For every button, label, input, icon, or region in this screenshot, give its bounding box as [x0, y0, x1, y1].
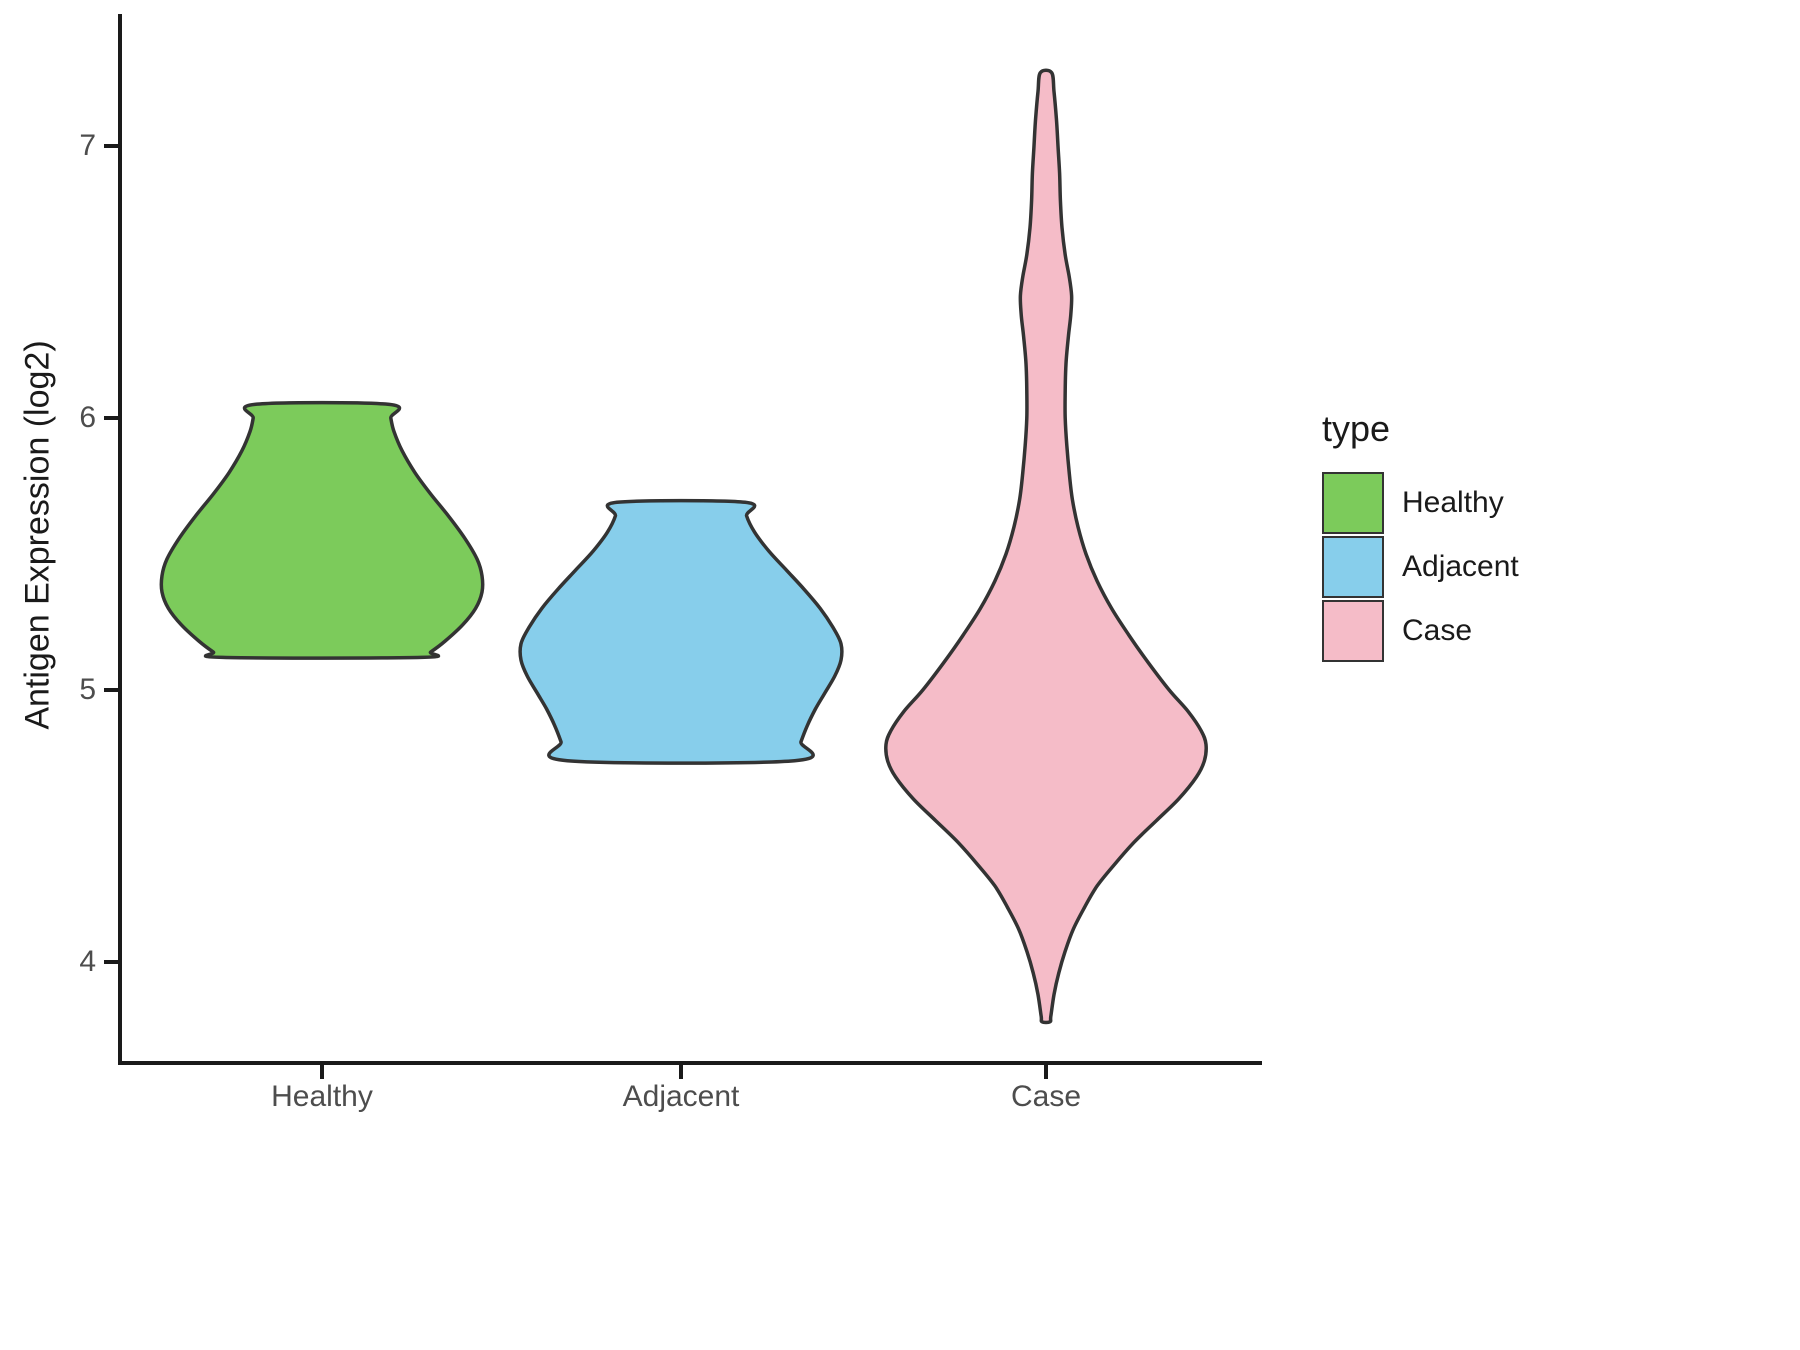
legend-label: Adjacent [1402, 550, 1519, 583]
x-tick-label-healthy: Healthy [271, 1080, 373, 1113]
y-tick-label-7: 7 [79, 129, 96, 162]
legend-entry-healthy: Healthy [1322, 472, 1519, 534]
legend-label: Case [1402, 614, 1473, 647]
y-tick-label-5: 5 [79, 673, 96, 706]
x-tick-label-case: Case [1010, 1080, 1082, 1113]
legend-key-swatch-adjacent [1322, 536, 1384, 598]
violin-adjacent [518, 498, 844, 765]
legend-label: Healthy [1402, 486, 1504, 519]
axis-lines [118, 14, 1262, 1065]
legend-title: type [1322, 408, 1391, 449]
legend-key-swatch-healthy [1322, 472, 1384, 534]
x-tick-label-adjacent: Adjacent [622, 1080, 740, 1113]
legend-entry-case: Case [1322, 600, 1519, 662]
violin-healthy [159, 400, 485, 660]
y-tick-label-6: 6 [79, 401, 96, 434]
violin-case [884, 68, 1208, 1025]
legend-key-swatch-case [1322, 600, 1384, 662]
y-tick-label-4: 4 [79, 945, 96, 978]
legend-entry-adjacent: Adjacent [1322, 536, 1519, 598]
legend: type Healthy Adjacent Case [1322, 408, 1519, 664]
